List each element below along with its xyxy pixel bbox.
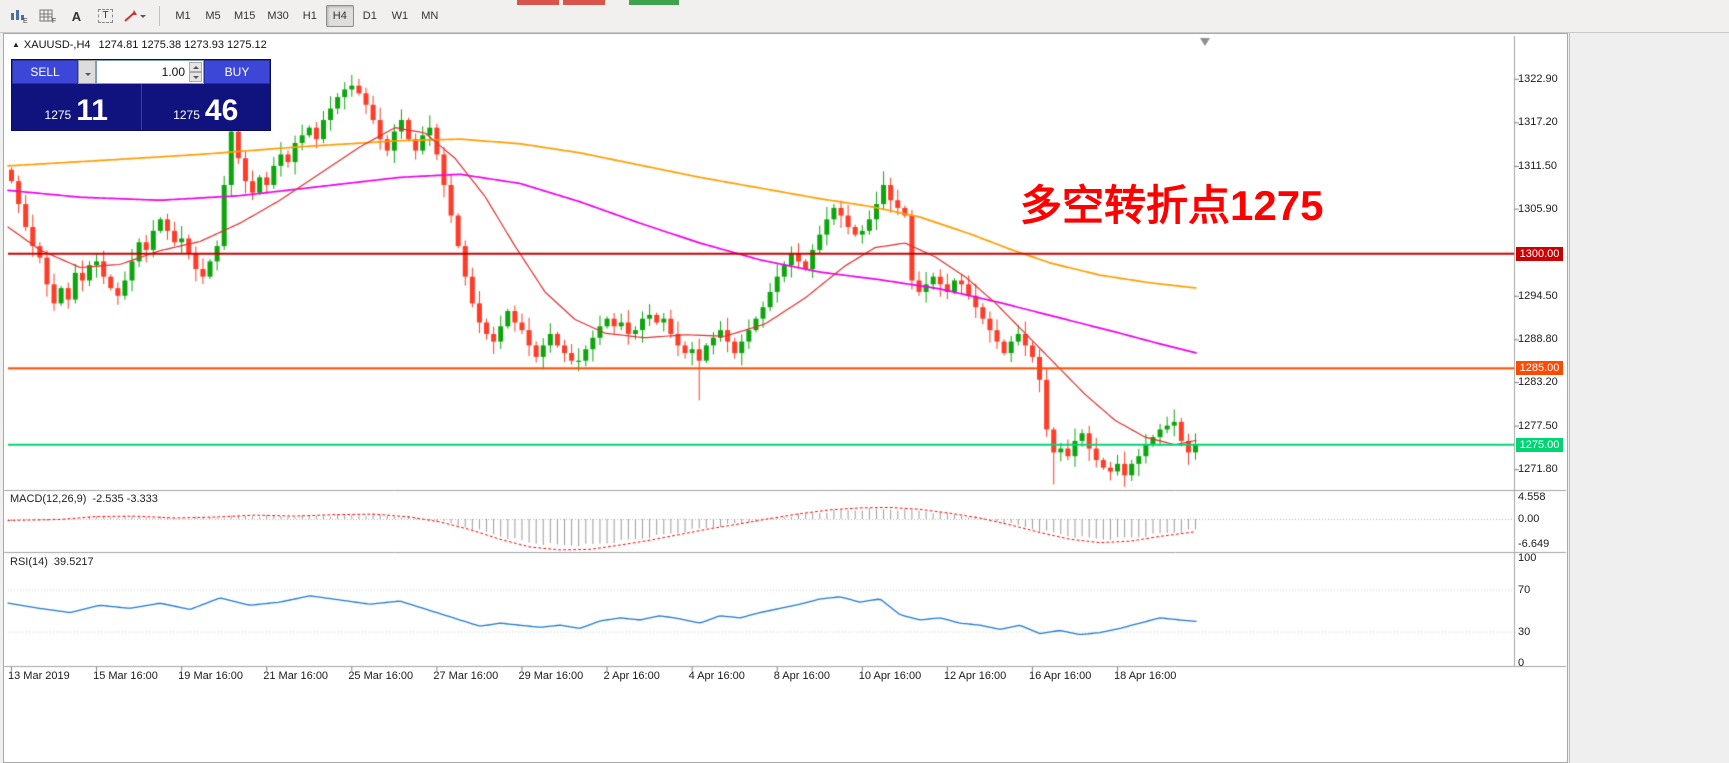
rsi-indicator-name: RSI(14)	[10, 556, 48, 568]
grid-style-icon[interactable]: F	[34, 4, 61, 28]
buy-button[interactable]: BUY	[204, 60, 270, 84]
timeframe-button-h1[interactable]: H1	[296, 5, 324, 27]
symbol-timeframe-label: XAUUSD-,H4	[23, 39, 91, 51]
sell-price-display[interactable]: 1275 11	[12, 84, 141, 130]
svg-text:F: F	[52, 18, 56, 24]
sell-price-big: 11	[76, 94, 108, 127]
text-label-icon[interactable]: A	[63, 4, 90, 28]
macd-indicator-values: -2.535 -3.333	[92, 493, 158, 505]
volume-input[interactable]	[97, 61, 203, 83]
sell-button[interactable]: SELL	[12, 60, 78, 84]
sell-price-small: 1275	[44, 108, 72, 122]
buy-price-big: 46	[204, 94, 239, 127]
volume-stepper	[189, 62, 202, 82]
bar-chart-glyph: E	[10, 10, 28, 24]
macd-indicator-name: MACD(12,26,9)	[10, 493, 87, 505]
draw-arrow-icon[interactable]	[121, 4, 148, 28]
timeframe-button-m5[interactable]: M5	[199, 5, 227, 27]
down-arrow-icon	[192, 76, 199, 82]
window-fragment	[517, 0, 559, 5]
collapse-arrow-icon[interactable]: ▲	[12, 40, 20, 49]
timeframe-button-w1[interactable]: W1	[386, 5, 414, 27]
ohlc-values: 1274.81 1275.38 1273.93 1275.12	[98, 39, 267, 51]
buy-price-small: 1275	[173, 108, 200, 122]
timeframe-button-m1[interactable]: M1	[169, 5, 197, 27]
rsi-pane-label: RSI(14) 39.5217	[10, 556, 94, 568]
text-box-icon[interactable]: T	[92, 4, 119, 28]
trade-prices-row: 1275 11 1275 46	[12, 84, 270, 130]
timeframe-button-mn[interactable]: MN	[416, 5, 444, 27]
letter-t-glyph: T	[98, 9, 113, 23]
one-click-trading-panel: SELL BUY 1275 11 1275 46	[11, 59, 271, 131]
arrow-glyph	[124, 10, 137, 22]
up-arrow-icon	[192, 63, 199, 69]
window-fragment	[629, 0, 679, 5]
volume-decrease-button[interactable]	[189, 72, 202, 82]
caret-down-icon	[85, 72, 91, 79]
volume-dropdown-button[interactable]	[78, 60, 96, 84]
toolbar-separator	[159, 6, 160, 26]
svg-text:E: E	[23, 18, 28, 24]
toolbar: E F A T M1 M5 M15 M30 H1 H4 D1 W1 MN	[0, 0, 1729, 33]
buy-price-display[interactable]: 1275 46	[140, 84, 271, 130]
timeframe-button-h4[interactable]: H4	[325, 5, 354, 27]
workspace-background	[1569, 33, 1729, 763]
grid-glyph: F	[39, 9, 56, 24]
chart-style-icon[interactable]: E	[5, 4, 32, 28]
timeframe-button-m30[interactable]: M30	[262, 5, 293, 27]
timeframe-button-d1[interactable]: D1	[356, 5, 384, 27]
window-fragment	[563, 0, 605, 5]
chart-title-ohlc: ▲ XAUUSD-,H4 1274.81 1275.38 1273.93 1275.…	[12, 39, 267, 51]
timeframe-button-m15[interactable]: M15	[229, 5, 260, 27]
trade-controls-row: SELL BUY	[12, 60, 270, 84]
macd-pane-label: MACD(12,26,9) -2.535 -3.333	[10, 493, 158, 505]
chart-annotation: 多空转折点1275	[1020, 182, 1324, 229]
rsi-indicator-value: 39.5217	[53, 556, 94, 568]
caret-down-icon	[140, 15, 146, 21]
volume-increase-button[interactable]	[189, 62, 202, 72]
volume-field	[96, 60, 204, 84]
letter-a-glyph: A	[71, 8, 82, 24]
